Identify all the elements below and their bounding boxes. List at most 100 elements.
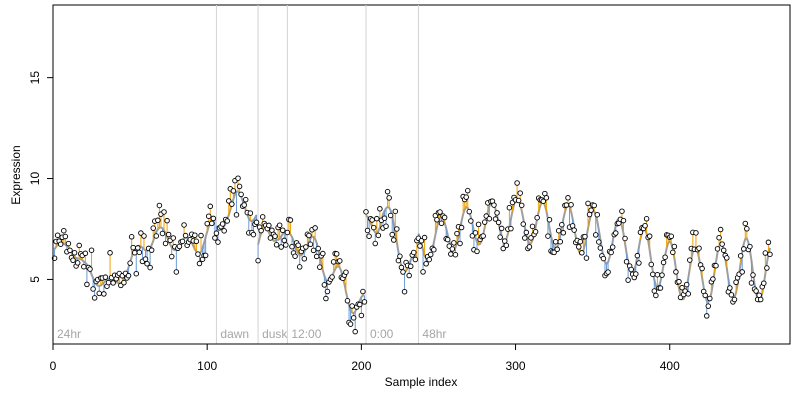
data-point bbox=[281, 237, 288, 244]
data-point bbox=[517, 190, 523, 196]
data-point bbox=[747, 243, 753, 250]
data-point bbox=[238, 191, 244, 198]
data-point bbox=[522, 235, 528, 241]
data-point bbox=[659, 272, 665, 278]
data-point bbox=[434, 217, 440, 223]
data-point bbox=[144, 260, 150, 267]
data-point bbox=[84, 281, 90, 288]
data-point bbox=[762, 250, 769, 256]
data-point bbox=[364, 227, 371, 234]
data-point bbox=[303, 244, 309, 250]
data-point bbox=[349, 303, 355, 309]
data-point bbox=[693, 230, 699, 236]
data-point bbox=[646, 233, 653, 239]
data-point bbox=[387, 212, 394, 219]
data-point bbox=[514, 180, 520, 186]
data-point bbox=[236, 183, 243, 190]
data-point bbox=[563, 202, 570, 208]
data-point bbox=[198, 232, 204, 239]
data-point bbox=[576, 244, 582, 250]
data-point bbox=[744, 226, 750, 232]
data-point bbox=[321, 282, 328, 288]
data-point bbox=[283, 242, 289, 248]
data-point bbox=[352, 328, 358, 335]
data-point bbox=[372, 240, 378, 247]
data-point bbox=[555, 227, 562, 234]
data-point bbox=[142, 256, 149, 262]
data-point bbox=[565, 195, 571, 201]
data-point bbox=[57, 241, 64, 247]
data-point bbox=[472, 230, 479, 236]
data-point bbox=[315, 245, 321, 252]
data-point bbox=[418, 238, 425, 244]
data-point bbox=[350, 315, 357, 321]
data-point bbox=[716, 234, 722, 241]
fitted-line bbox=[286, 232, 365, 315]
data-point bbox=[468, 218, 474, 224]
data-point bbox=[497, 234, 503, 240]
data-point bbox=[426, 256, 432, 263]
data-point bbox=[411, 249, 417, 256]
data-point bbox=[162, 240, 169, 247]
data-point bbox=[500, 245, 506, 252]
data-point bbox=[401, 288, 408, 295]
data-point bbox=[486, 215, 493, 222]
data-point bbox=[343, 269, 349, 275]
data-point bbox=[105, 279, 112, 286]
data-point bbox=[173, 269, 180, 275]
data-point bbox=[289, 243, 295, 250]
data-point bbox=[417, 243, 423, 249]
y-tick-label: 5 bbox=[28, 276, 42, 283]
data-point bbox=[192, 232, 198, 239]
data-point bbox=[651, 288, 658, 294]
data-point bbox=[127, 260, 133, 266]
data-point bbox=[508, 225, 514, 232]
data-point bbox=[600, 255, 607, 262]
data-point bbox=[717, 226, 724, 233]
data-point bbox=[407, 263, 414, 269]
data-point bbox=[654, 271, 661, 278]
data-point bbox=[724, 255, 730, 261]
data-point bbox=[480, 233, 486, 239]
data-point bbox=[215, 239, 221, 245]
data-point bbox=[428, 251, 434, 258]
data-point bbox=[642, 222, 648, 229]
data-point bbox=[182, 232, 189, 239]
data-point bbox=[330, 259, 337, 265]
data-point bbox=[148, 247, 155, 253]
data-point bbox=[241, 202, 247, 208]
data-point bbox=[719, 241, 725, 247]
data-point bbox=[205, 213, 212, 219]
data-point bbox=[594, 211, 601, 218]
data-point bbox=[242, 196, 249, 203]
data-point bbox=[224, 218, 230, 224]
data-point bbox=[316, 264, 323, 270]
data-point bbox=[463, 194, 469, 200]
data-point bbox=[660, 259, 667, 266]
data-point bbox=[229, 201, 235, 207]
data-point bbox=[213, 230, 220, 236]
data-point bbox=[568, 201, 574, 208]
data-point bbox=[753, 288, 759, 294]
data-point bbox=[279, 227, 286, 234]
data-point bbox=[728, 292, 735, 298]
data-point bbox=[276, 222, 283, 228]
data-point bbox=[623, 258, 630, 265]
data-point bbox=[613, 230, 619, 236]
data-point bbox=[131, 249, 138, 256]
data-point bbox=[136, 249, 143, 256]
data-point bbox=[369, 217, 375, 223]
data-point bbox=[707, 295, 713, 302]
data-point bbox=[515, 197, 522, 204]
data-point bbox=[313, 253, 320, 260]
data-point bbox=[679, 284, 685, 291]
data-point bbox=[620, 217, 627, 224]
data-point bbox=[657, 285, 664, 291]
data-point bbox=[273, 242, 280, 248]
data-point bbox=[523, 229, 530, 236]
x-tick-label: 100 bbox=[197, 359, 217, 373]
data-point bbox=[88, 247, 95, 253]
data-point bbox=[451, 240, 457, 246]
data-point bbox=[153, 233, 160, 239]
data-point bbox=[159, 230, 166, 237]
